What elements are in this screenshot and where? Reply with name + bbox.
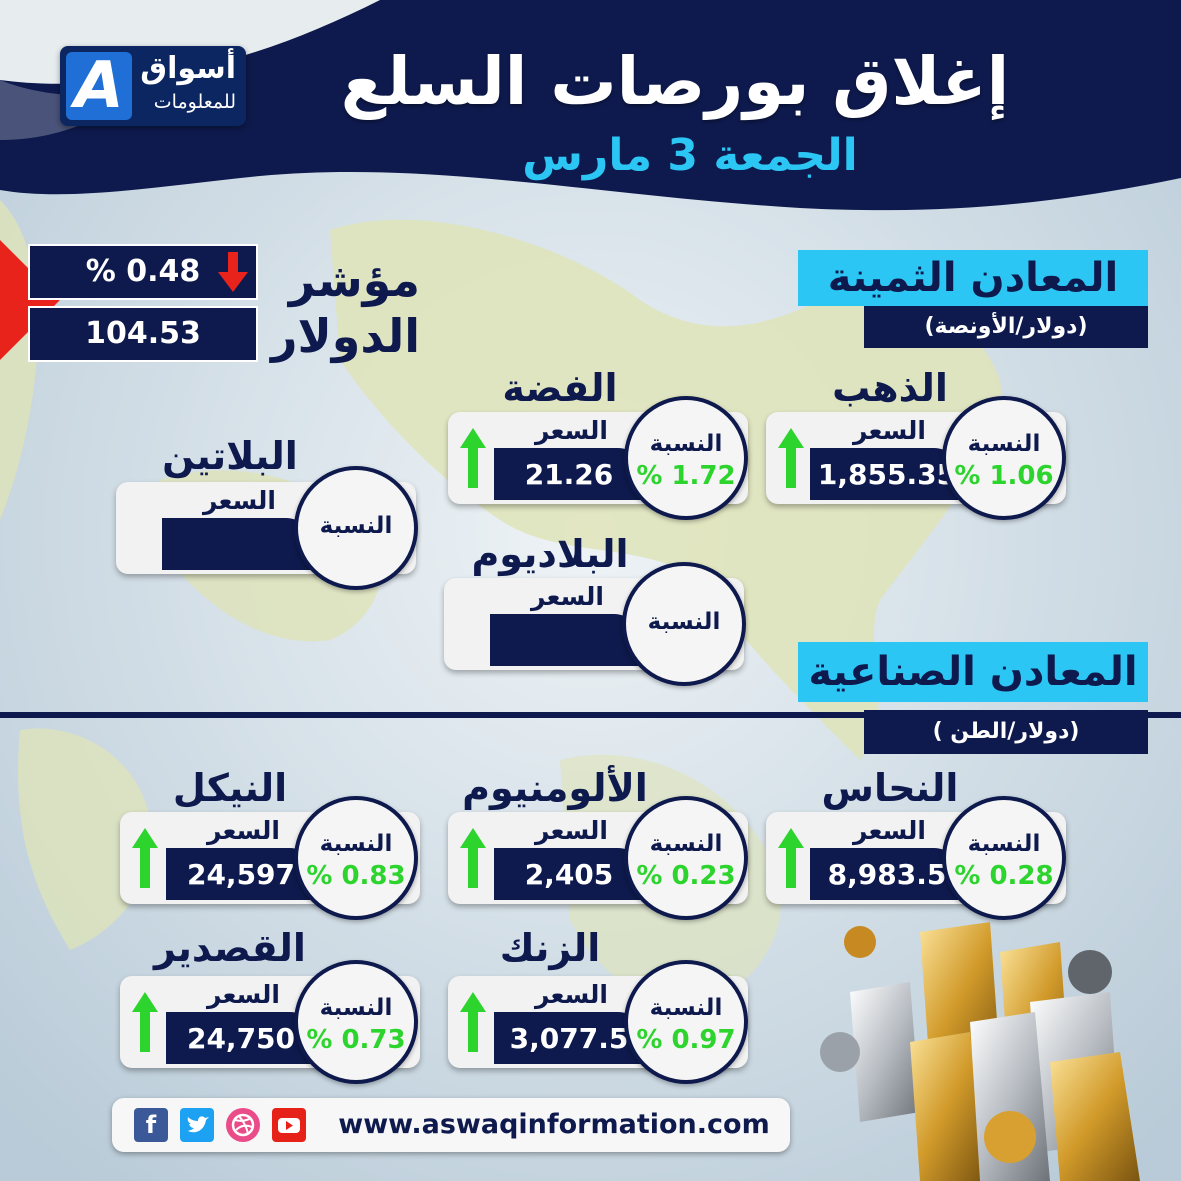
silver-pct: 1.72 % [636,461,736,491]
arrow-up-icon [460,828,486,888]
arrow-down-icon [218,252,248,292]
youtube-play-shape [278,1118,300,1133]
nickel-pct-circle: النسبة 0.83 % [294,796,418,920]
copper-pct: 0.28 % [954,861,1054,891]
aluminium-name: الألومنيوم [462,766,648,810]
metal-bars-illustration [820,922,1140,1181]
dribbble-icon[interactable] [226,1108,260,1142]
aluminium-price-box [494,848,644,900]
tin-pct: 0.73 % [306,1025,406,1055]
gold-price-box [810,448,960,500]
silver-pct-label: النسبة [649,431,723,457]
silver-price: 21.26 [524,458,614,491]
platinum-price-label: السعر [202,486,276,515]
silver-price-label: السعر [534,416,608,445]
red-pointer-shape [0,240,60,360]
zinc-price-label: السعر [534,980,608,1009]
zinc-pct-label: النسبة [649,995,723,1021]
tin-price-label: السعر [206,980,280,1009]
dollar-value-box: 104.53 [28,306,258,362]
platinum-name: البلاتين [162,434,298,478]
palladium-name: البلاديوم [471,532,629,576]
logo-line2: للمعلومات [153,91,236,113]
copper-pct-label: النسبة [967,831,1041,857]
industrial-metals-title: المعادن الصناعية [798,642,1148,702]
tin-pct-circle: النسبة 0.73 % [294,960,418,1084]
nickel-price: 24,597 [186,858,296,891]
footer-bar: f www.aswaqinformation.com [112,1098,790,1152]
silver-pct-circle: النسبة 1.72 % [624,396,748,520]
nickel-pct-label: النسبة [319,831,393,857]
dollar-change-box: 0.48 % [28,244,258,300]
silver-price-box [494,448,644,500]
aluminium-price: 2,405 [524,858,614,891]
page-title: إغلاق بورصات السلع [340,43,1010,120]
dollar-label-line2: الدولار [271,309,420,363]
precious-metals-title: المعادن الثمينة [798,250,1148,306]
zinc-pct-circle: النسبة 0.97 % [624,960,748,1084]
tin-name: القصدير [154,926,306,970]
nickel-name: النيكل [172,766,288,810]
silver-name: الفضة [502,366,618,410]
gold-price: 1,855.35 [817,458,957,491]
nickel-price-box [166,848,316,900]
arrow-up-icon [778,828,804,888]
platinum-price-box [162,518,312,570]
nickel-price-label: السعر [206,816,280,845]
industrial-metals-unit: (دولار/الطن ) [864,710,1148,754]
dollar-index-value: 104.53 [85,316,201,351]
aluminium-pct-label: النسبة [649,831,723,857]
page-date: الجمعة 3 مارس [522,130,858,181]
facebook-icon[interactable]: f [134,1108,168,1142]
nickel-pct: 0.83 % [306,861,406,891]
youtube-icon[interactable] [272,1108,306,1142]
copper-name: النحاس [821,766,959,810]
brand-logo: A أسواق للمعلومات [60,46,246,126]
zinc-pct: 0.97 % [636,1025,736,1055]
copper-price-box [810,848,960,900]
arrow-up-icon [132,828,158,888]
arrow-up-icon [460,428,486,488]
gold-name: الذهب [832,366,948,410]
arrow-up-icon [460,992,486,1052]
palladium-pct-circle: النسبة [622,562,746,686]
logo-letter: A [66,52,132,120]
tin-price-box [166,1012,316,1064]
platinum-pct-label: النسبة [319,513,393,539]
arrow-up-icon [778,428,804,488]
palladium-price-label: السعر [530,582,604,611]
palladium-pct-label: النسبة [647,609,721,635]
logo-line1: أسواق [140,51,236,86]
tin-pct-label: النسبة [319,995,393,1021]
dribbble-ball-shape [231,1113,255,1137]
copper-price-label: السعر [852,816,926,845]
gold-pct: 1.06 % [954,461,1054,491]
website-link[interactable]: www.aswaqinformation.com [338,1109,770,1140]
copper-pct-circle: النسبة 0.28 % [942,796,1066,920]
zinc-price-box [494,1012,644,1064]
dollar-label-line1: مؤشر [288,253,420,307]
tin-price: 24,750 [186,1022,296,1055]
arrow-up-icon [132,992,158,1052]
zinc-name: الزنك [499,926,601,970]
aluminium-pct-circle: النسبة 0.23 % [624,796,748,920]
aluminium-price-label: السعر [534,816,608,845]
zinc-price: 3,077.5 [509,1022,629,1055]
dollar-change-value: 0.48 % [85,254,201,289]
header: إغلاق بورصات السلع الجمعة 3 مارس A أسواق… [0,0,1181,235]
gold-pct-label: النسبة [967,431,1041,457]
copper-price: 8,983.5 [827,858,947,891]
gold-price-label: السعر [852,416,926,445]
gold-pct-circle: النسبة 1.06 % [942,396,1066,520]
palladium-price-box [490,614,640,666]
twitter-bird-shape [187,1116,209,1133]
twitter-icon[interactable] [180,1108,214,1142]
precious-metals-unit: (دولار/الأونصة) [864,306,1148,348]
gold-card: السعر 1,855.35 [766,412,1066,504]
aluminium-pct: 0.23 % [636,861,736,891]
platinum-pct-circle: النسبة [294,466,418,590]
